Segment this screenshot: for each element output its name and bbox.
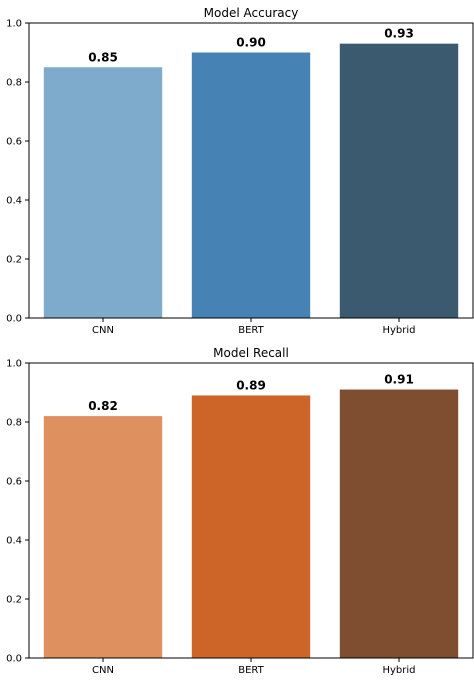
- recall-bar-cnn: [43, 416, 163, 658]
- accuracy-y-tick-label: 0.4: [6, 196, 22, 207]
- recall-y-tick-label: 0.4: [6, 536, 22, 547]
- recall-y-tick-label: 0.0: [6, 654, 22, 665]
- recall-x-axis: CNN BERT Hybrid: [92, 658, 416, 676]
- recall-x-tick-label-hybrid: Hybrid: [382, 665, 415, 676]
- recall-y-tick-label: 1.0: [6, 359, 22, 370]
- accuracy-bars: [43, 43, 459, 319]
- recall-chart-title: Model Recall: [213, 346, 289, 360]
- recall-x-tick-label-bert: BERT: [238, 665, 264, 676]
- recall-chart: Model Recall 0.820.89 0.91 0.00.20.40.60.…: [6, 346, 474, 676]
- recall-y-axis: 0.0 0.2 0.4 0.6 0.8 1.0: [6, 359, 29, 665]
- recall-bar-bert: [191, 395, 311, 658]
- recall-plot-frame: [28, 362, 474, 659]
- accuracy-y-tick-label: 0.8: [6, 78, 22, 89]
- accuracy-y-tick-label: 0.2: [6, 255, 22, 266]
- accuracy-x-tick-label-cnn: CNN: [92, 325, 114, 336]
- recall-value-label-bert: 0.89: [236, 378, 266, 392]
- recall-y-tick-label: 0.6: [6, 477, 22, 488]
- recall-value-labels: 0.82 0.89 0.91: [88, 373, 414, 414]
- accuracy-bar-bert: [191, 52, 311, 318]
- accuracy-y-axis: 0.0 0.2 0.4 0.6 0.8 1.0: [6, 19, 29, 325]
- accuracy-chart-title: Model Accuracy: [204, 6, 299, 20]
- accuracy-y-tick-label: 0.6: [6, 137, 22, 148]
- accuracy-bar-hybrid: [339, 43, 459, 319]
- accuracy-x-axis: CNN BERT Hybrid: [92, 318, 416, 336]
- recall-value-label-cnn: 0.82: [88, 399, 118, 413]
- accuracy-value-labels: 0.85 0.90 0.93: [88, 27, 414, 65]
- recall-y-tick-label: 0.8: [6, 418, 22, 429]
- accuracy-x-tick-label-bert: BERT: [238, 325, 264, 336]
- recall-x-tick-label-cnn: CNN: [92, 665, 114, 676]
- recall-value-label-hybrid: 0.91: [384, 373, 414, 387]
- accuracy-bar-cnn: [43, 67, 163, 318]
- accuracy-plot-frame: [28, 22, 474, 319]
- accuracy-value-label-cnn: 0.85: [88, 50, 118, 64]
- recall-bar-hybrid: [339, 389, 459, 658]
- accuracy-chart: Model Accuracy 0.85 0.90 0.93 0.0 0.2 0.4 0.6…: [6, 6, 474, 336]
- accuracy-x-tick-label-hybrid: Hybrid: [382, 325, 415, 336]
- accuracy-value-label-hybrid: 0.93: [384, 27, 414, 41]
- accuracy-y-tick-label: 1.0: [6, 19, 22, 30]
- recall-bars: [43, 389, 459, 658]
- accuracy-y-tick-label: 0.0: [6, 314, 22, 325]
- accuracy-value-label-bert: 0.90: [236, 36, 266, 50]
- recall-y-tick-label: 0.2: [6, 595, 22, 606]
